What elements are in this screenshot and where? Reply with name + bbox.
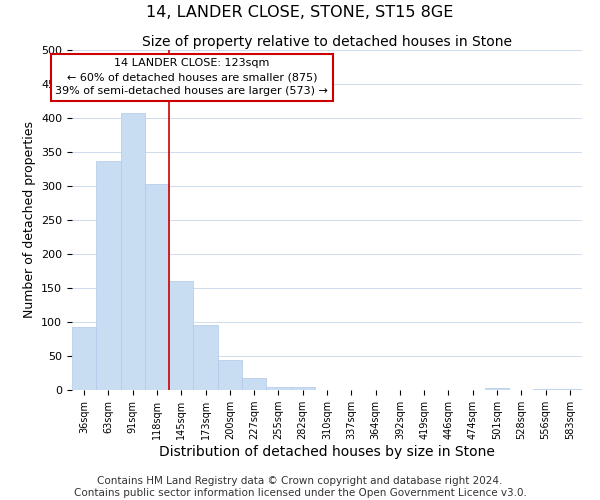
Bar bbox=[193, 326, 218, 390]
Bar bbox=[218, 360, 242, 390]
Bar bbox=[533, 388, 558, 390]
Title: Size of property relative to detached houses in Stone: Size of property relative to detached ho… bbox=[142, 35, 512, 49]
Bar bbox=[96, 161, 121, 390]
Bar bbox=[290, 388, 315, 390]
Bar bbox=[242, 378, 266, 390]
Bar bbox=[485, 388, 509, 390]
Text: 14 LANDER CLOSE: 123sqm
← 60% of detached houses are smaller (875)
39% of semi-d: 14 LANDER CLOSE: 123sqm ← 60% of detache… bbox=[55, 58, 328, 96]
Text: Contains HM Land Registry data © Crown copyright and database right 2024.
Contai: Contains HM Land Registry data © Crown c… bbox=[74, 476, 526, 498]
Bar bbox=[558, 388, 582, 390]
Bar bbox=[121, 113, 145, 390]
X-axis label: Distribution of detached houses by size in Stone: Distribution of detached houses by size … bbox=[159, 445, 495, 459]
Bar bbox=[72, 327, 96, 390]
Bar bbox=[266, 388, 290, 390]
Text: 14, LANDER CLOSE, STONE, ST15 8GE: 14, LANDER CLOSE, STONE, ST15 8GE bbox=[146, 5, 454, 20]
Bar bbox=[145, 184, 169, 390]
Y-axis label: Number of detached properties: Number of detached properties bbox=[23, 122, 35, 318]
Bar bbox=[169, 281, 193, 390]
